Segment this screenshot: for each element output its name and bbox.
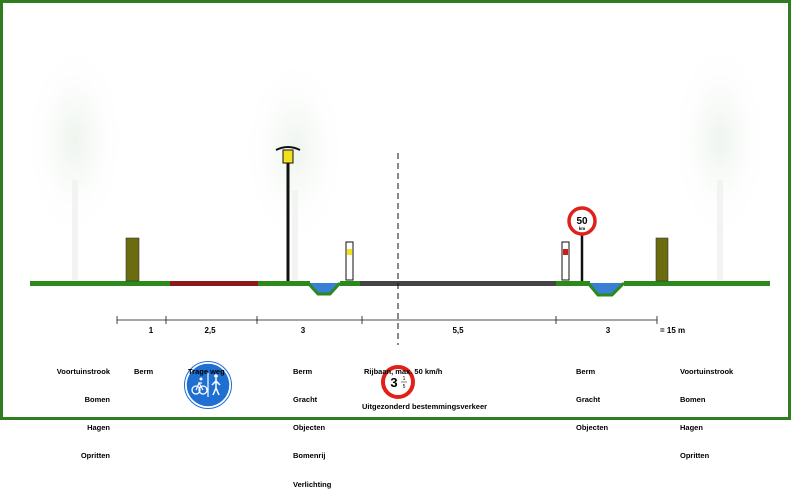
label-voortuin-right-1: Voortuinstrook: [680, 366, 734, 376]
dimension-berm-right: 3: [605, 326, 611, 335]
diagram-frame: [0, 0, 791, 420]
label-trage-weg: Trage weg: [188, 348, 225, 386]
label-voortuin-right-4: Opritten: [680, 451, 710, 461]
label-voortuin-left-2: Bomen: [84, 395, 110, 405]
dimension-trage-weg: 2,5: [204, 326, 216, 335]
bike-pedestrian-sign-icon: [184, 361, 232, 409]
dimension-berm: 1: [148, 326, 154, 335]
zone-sign-icon: 3 1 5: [381, 365, 415, 399]
label-berm-2-5: Verlichting: [293, 479, 332, 489]
bakenpaal-right: [561, 241, 570, 281]
paal-left: [125, 237, 140, 282]
label-berm-2-1: Berm: [293, 366, 313, 376]
speed-limit-sign-icon: 50 km: [567, 206, 597, 281]
tree-icon-middle: [245, 68, 345, 280]
berm-voortuin-left: [30, 281, 170, 286]
label-voortuin-left-3: Hagen: [87, 423, 110, 433]
tree-icon-left: [27, 55, 123, 280]
label-rijbaan-1: Rijbaan, max. 50 km/h: [364, 366, 443, 376]
zone-sign-frac-bottom: 5: [403, 384, 406, 390]
dimension-rijbaan: 5,5: [452, 326, 464, 335]
label-voortuin-right-2: Bomen: [680, 395, 706, 405]
zone-sign-frac-top: 1: [403, 376, 406, 382]
street-lamp-icon: [275, 146, 301, 281]
tree-icon-right: [674, 55, 766, 280]
label-berm-2-2: Gracht: [293, 395, 318, 405]
label-voortuin-right: Voortuinstrook Bomen Hagen Opritten: [680, 348, 733, 470]
paal-right: [655, 237, 669, 282]
label-berm-3-2: Gracht: [576, 395, 601, 405]
bakenpaal-left: [345, 241, 354, 281]
label-berm-3-1: Berm: [576, 366, 596, 376]
label-berm-3-3: Objecten: [576, 423, 609, 433]
berm-left-2: [340, 281, 360, 286]
speed-limit-value: 50: [576, 216, 588, 227]
dimension-total: = 15 m: [660, 326, 686, 335]
berm-right: [556, 281, 590, 286]
trage-weg-surface: [170, 281, 258, 286]
label-voortuin-right-3: Hagen: [680, 423, 703, 433]
label-berm-1-1: Berm: [134, 366, 154, 376]
label-berm-2-4: Bomenrij: [293, 451, 326, 461]
label-rijbaan: Rijbaan, max. 50 km/h: [364, 348, 442, 386]
zone-sign-caption: Uitgezonderd bestemmingsverkeer: [362, 402, 488, 411]
label-voortuin-left-1: Voortuinstrook: [56, 366, 110, 376]
rijbaan-surface: [360, 281, 556, 286]
cross-section-drawing: 50 km 3 1 5: [27, 55, 770, 409]
label-trage-weg-1: Trage weg: [188, 366, 225, 376]
berm-left: [258, 281, 310, 286]
label-berm-3: Berm Gracht Objecten: [576, 348, 608, 442]
label-berm-2: Berm Gracht Objecten Bomenrij Verlichtin…: [293, 348, 331, 499]
label-voortuin-left: Voortuinstrook Bomen Hagen Opritten: [20, 348, 110, 470]
label-voortuin-left-4: Opritten: [80, 451, 110, 461]
berm-voortuin-right: [624, 281, 770, 286]
label-berm-2-3: Objecten: [293, 423, 326, 433]
zone-sign-value: 3: [390, 375, 397, 390]
speed-limit-unit: km: [579, 226, 586, 231]
dimension-berm-gracht: 3: [300, 326, 306, 335]
label-berm-1: Berm: [134, 348, 153, 386]
